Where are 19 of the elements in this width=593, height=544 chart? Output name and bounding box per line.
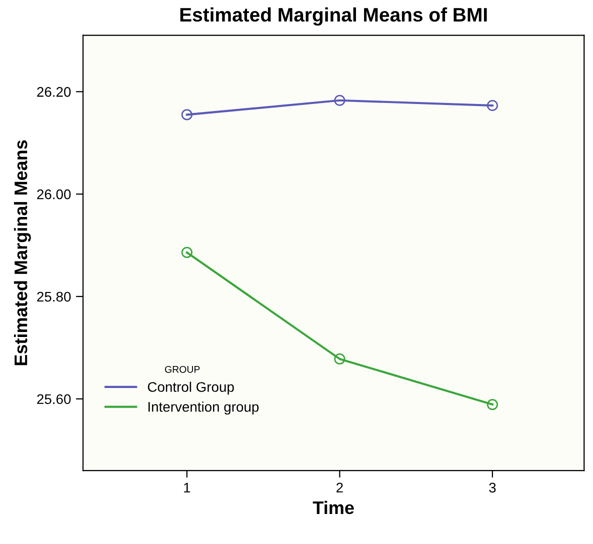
legend-label: Intervention group: [148, 402, 259, 415]
point: [334, 94, 346, 106]
point: [181, 109, 192, 120]
x-tick-label: 3: [489, 482, 496, 493]
legend-title: GROUP: [165, 366, 200, 373]
y-tick-label: 26.00: [37, 189, 71, 200]
point: [181, 246, 192, 258]
point: [486, 100, 498, 112]
chart-title: Estimated Marginal Means of BMI: [180, 7, 487, 26]
legend-label: Control Group: [148, 382, 234, 395]
x-tick-label: 2: [336, 482, 343, 492]
y-tick-label: 25.80: [37, 292, 71, 302]
x-axis-title: Time: [312, 500, 354, 514]
x-tick-label: 1: [184, 482, 190, 492]
y-axis-title: Estimated Marginal Means: [14, 140, 31, 366]
y-tick-label: 26.20: [37, 87, 71, 97]
point: [334, 353, 346, 364]
point: [486, 398, 498, 410]
y-tick-label: 25.60: [37, 394, 71, 404]
